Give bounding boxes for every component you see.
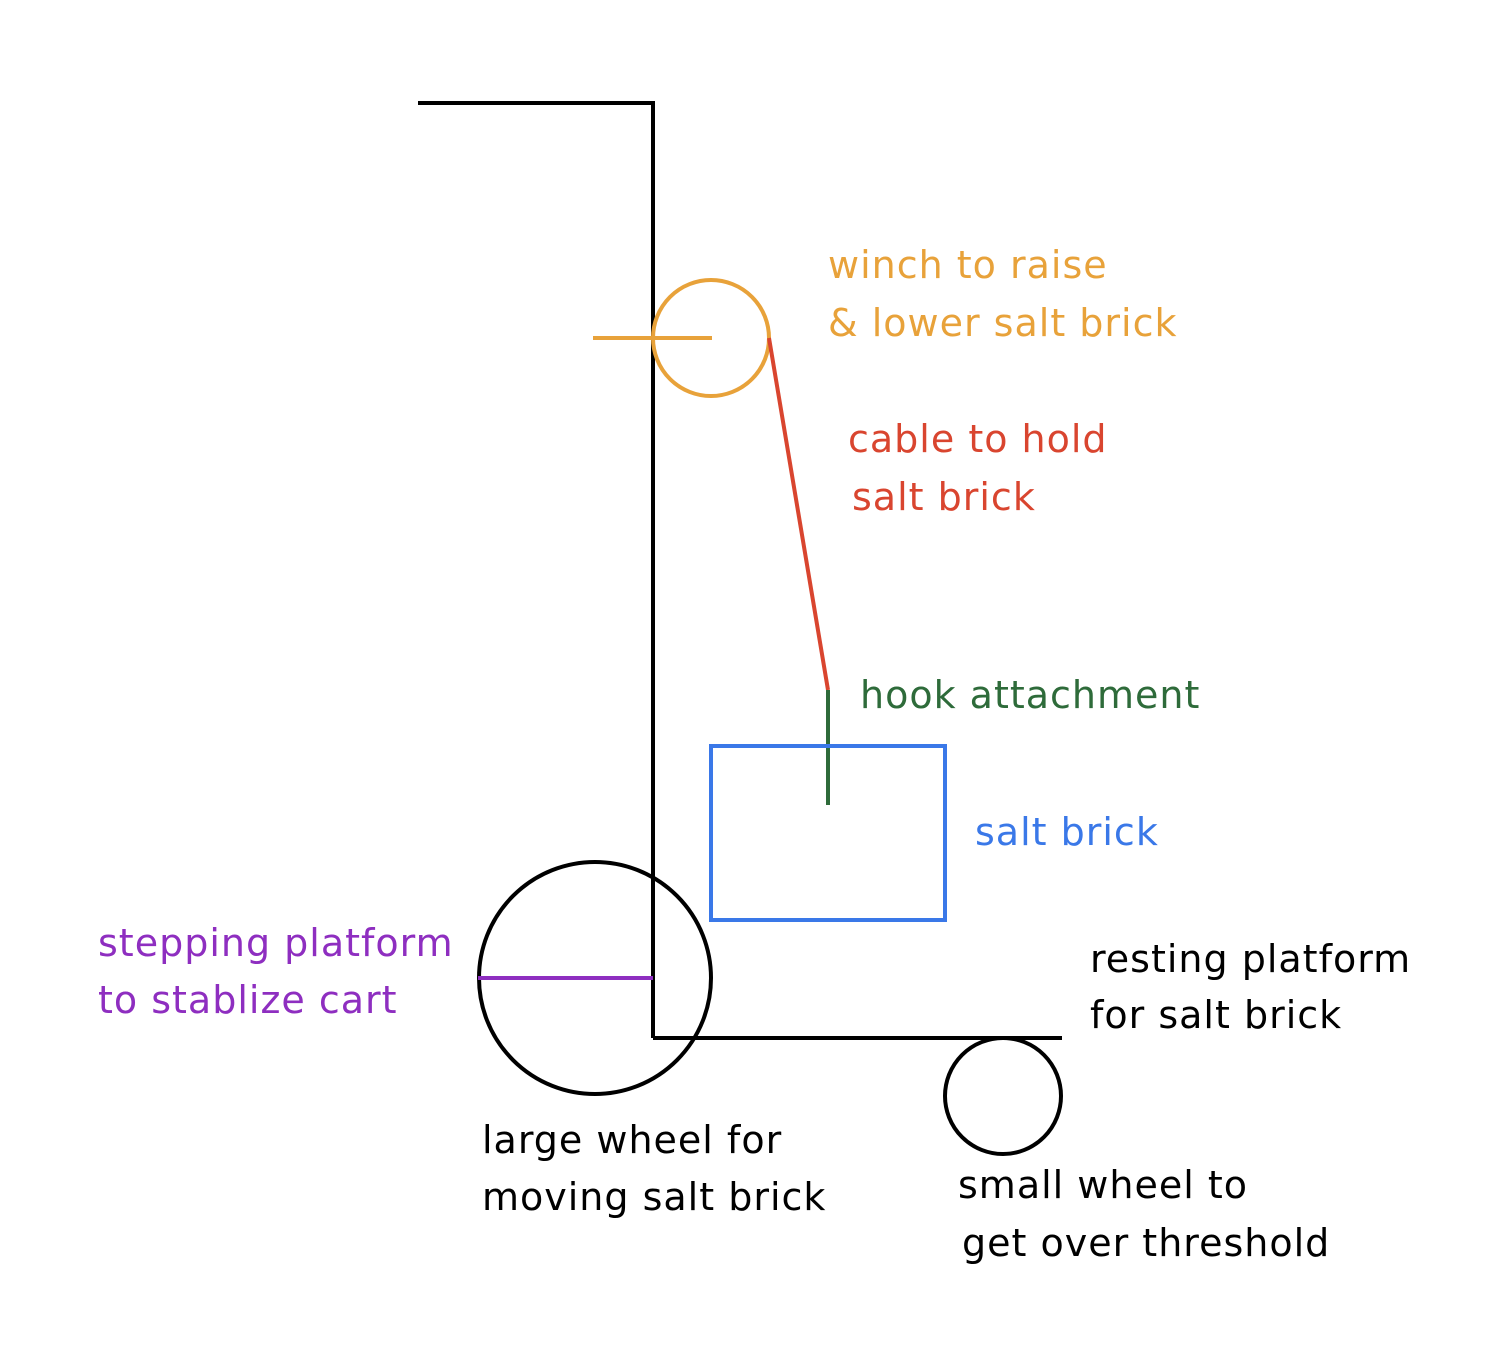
large-wheel-label: large wheel for moving salt brick bbox=[482, 1118, 826, 1219]
winch-label: winch to raise & lower salt brick bbox=[828, 243, 1178, 345]
small-wheel-label: small wheel to get over threshold bbox=[958, 1163, 1330, 1265]
stepping-label: stepping platform to stablize cart bbox=[98, 921, 467, 1022]
cart-frame-handle bbox=[418, 101, 655, 1038]
cable-label: cable to hold salt brick bbox=[848, 417, 1121, 519]
brick-label: salt brick bbox=[975, 810, 1159, 854]
cable bbox=[767, 337, 830, 691]
resting-label: resting platform for salt brick bbox=[1090, 937, 1424, 1037]
small-wheel bbox=[943, 1036, 1063, 1156]
hook-label: hook attachment bbox=[860, 673, 1200, 717]
salt-brick bbox=[709, 744, 947, 922]
